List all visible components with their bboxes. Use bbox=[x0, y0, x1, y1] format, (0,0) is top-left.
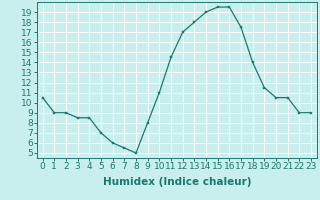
X-axis label: Humidex (Indice chaleur): Humidex (Indice chaleur) bbox=[102, 177, 251, 187]
